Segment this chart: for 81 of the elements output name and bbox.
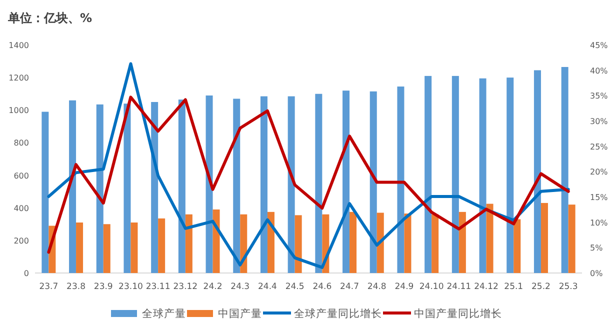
bar — [96, 104, 104, 273]
bar — [458, 212, 466, 273]
bar — [240, 214, 248, 273]
y2-tick-label: 40% — [590, 66, 608, 76]
x-tick-label: 25.3 — [558, 282, 578, 292]
bar — [397, 86, 404, 273]
y2-tick-label: 10% — [590, 218, 608, 228]
x-tick-label: 24.9 — [394, 282, 414, 292]
bar — [479, 78, 486, 273]
bar — [342, 90, 350, 273]
bar — [452, 76, 459, 273]
y2-tick-label: 35% — [590, 92, 608, 101]
bar — [178, 100, 186, 273]
bar — [568, 204, 576, 273]
bar — [260, 96, 268, 273]
x-tick-label: 24.4 — [258, 282, 277, 292]
y-tick-label: 1000 — [8, 106, 29, 116]
legend-label: 中国产量同比增长 — [414, 307, 502, 320]
bar — [76, 222, 84, 273]
bar — [432, 214, 439, 273]
y-tick-label: 200 — [14, 236, 29, 246]
bar — [350, 212, 357, 273]
legend-label: 中国产量 — [218, 307, 262, 320]
x-tick-label: 24.8 — [367, 282, 386, 292]
bar — [370, 91, 377, 273]
x-tick-label: 25.1 — [504, 282, 524, 292]
y-axis-title: 单位：亿块、% — [7, 11, 92, 25]
x-tick-label: 24.6 — [312, 282, 332, 292]
y-tick-label: 1200 — [8, 74, 29, 83]
bar — [561, 66, 568, 273]
bar — [124, 104, 131, 273]
y-tick-label: 600 — [14, 171, 29, 180]
bar — [486, 204, 494, 273]
bar — [288, 96, 295, 273]
bar — [315, 94, 322, 273]
bar — [42, 112, 49, 273]
bar — [185, 214, 192, 273]
bar — [130, 222, 138, 273]
y2-tick-label: 45% — [590, 41, 608, 50]
bar — [294, 215, 302, 273]
legend-label: 全球产量同比增长 — [294, 307, 382, 320]
bar — [206, 95, 213, 273]
bar — [540, 202, 548, 273]
bar — [69, 100, 76, 273]
x-tick-label: 23.9 — [94, 282, 113, 292]
y2-tick-label: 0% — [590, 269, 604, 278]
bar — [158, 218, 166, 273]
y2-tick-label: 5% — [590, 244, 604, 253]
bar — [376, 212, 384, 273]
y2-tick-label: 25% — [590, 142, 608, 152]
bar — [506, 78, 514, 273]
bar — [103, 224, 110, 273]
x-tick-label: 23.8 — [66, 282, 86, 292]
x-tick-label: 24.10 — [419, 282, 444, 292]
y-tick-label: 800 — [14, 138, 29, 148]
bar — [404, 214, 412, 273]
y-tick-label: 400 — [14, 204, 29, 213]
bar — [212, 209, 220, 273]
legend-label: 全球产量 — [142, 307, 186, 320]
bar — [514, 219, 521, 273]
y-tick-label: 1400 — [8, 41, 29, 50]
y2-tick-label: 15% — [590, 193, 608, 202]
y2-tick-label: 20% — [590, 168, 608, 177]
bar — [267, 212, 274, 273]
bar — [233, 98, 240, 273]
x-tick-label: 24.3 — [230, 282, 250, 292]
bar — [424, 76, 432, 273]
x-tick-label: 23.12 — [173, 282, 198, 292]
bar — [151, 102, 158, 273]
bar — [534, 70, 541, 273]
x-tick-label: 24.11 — [446, 282, 472, 292]
x-tick-label: 24.7 — [340, 282, 359, 292]
y2-tick-label: 30% — [590, 117, 608, 126]
x-tick-label: 24.12 — [474, 282, 498, 292]
x-tick-label: 25.2 — [532, 282, 550, 292]
x-tick-label: 23.7 — [39, 282, 58, 292]
x-tick-label: 23.10 — [118, 282, 143, 292]
y-tick-label: 0 — [24, 269, 29, 278]
x-tick-label: 23.11 — [146, 282, 170, 292]
x-tick-label: 24.2 — [203, 282, 222, 292]
x-tick-label: 24.5 — [285, 282, 304, 292]
